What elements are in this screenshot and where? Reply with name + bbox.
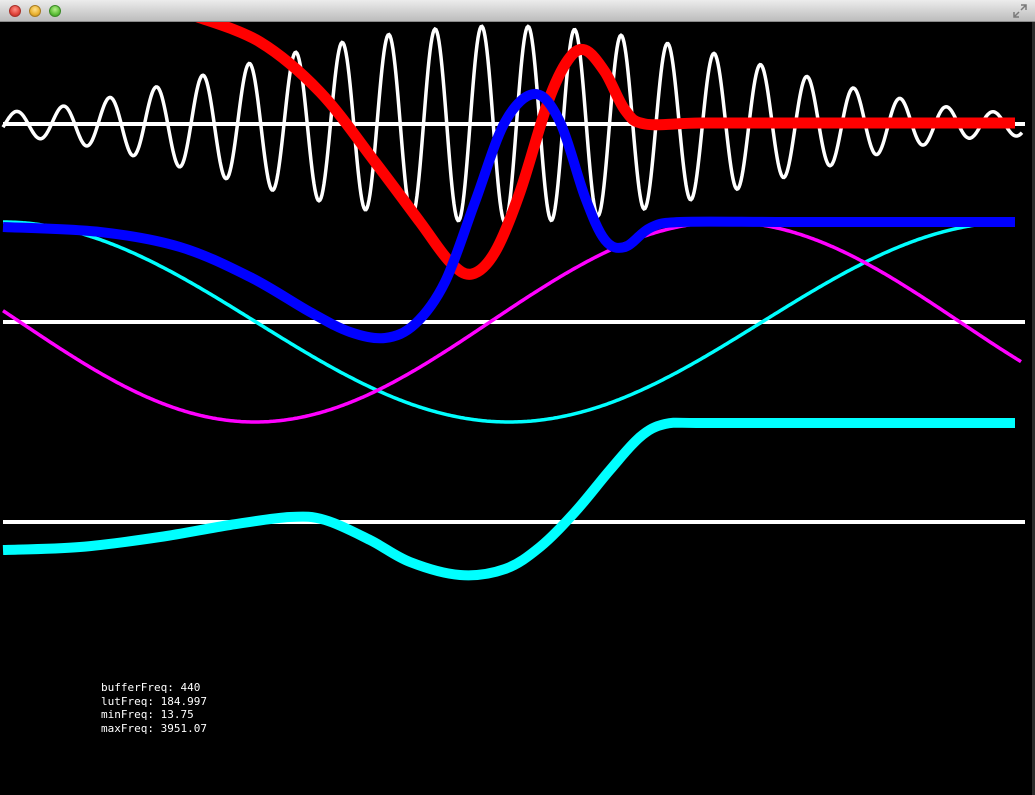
magenta-sine-curve — [2, 220, 1022, 424]
max-freq-text: maxFreq: 3951.07 — [101, 721, 207, 735]
close-button[interactable] — [9, 5, 21, 17]
buffer-waveform — [1, 24, 1024, 225]
zoom-button[interactable] — [49, 5, 61, 17]
cyan-thick-curve — [2, 417, 1015, 581]
window-right-edge — [1032, 22, 1035, 795]
blue-curve — [2, 88, 1015, 344]
plot-canvas: bufferFreq: 440 lutFreq: 184.997 minFreq… — [0, 22, 1035, 795]
title-bar — [0, 0, 1035, 22]
minimize-button[interactable] — [29, 5, 41, 17]
waveform-plot — [1, 22, 1025, 581]
cyan-sine-curve — [3, 220, 1015, 424]
frequency-readout: bufferFreq: 440 lutFreq: 184.997 minFreq… — [101, 681, 207, 735]
buffer-freq-text: bufferFreq: 440 — [101, 681, 201, 694]
fullscreen-icon[interactable] — [1013, 4, 1027, 18]
min-freq-text: minFreq: 13.75 — [101, 708, 194, 721]
lut-freq-text: lutFreq: 184.997 — [101, 694, 207, 708]
